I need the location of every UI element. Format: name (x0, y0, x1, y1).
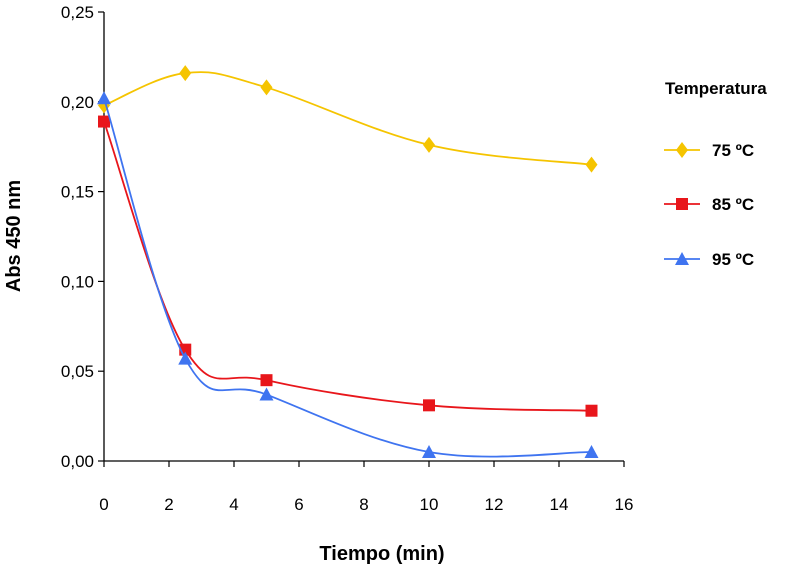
y-tick-label: 0,00 (61, 452, 94, 471)
series-1 (98, 115, 598, 417)
x-tick-label: 14 (550, 495, 569, 514)
series-line (103, 97, 592, 458)
data-point (423, 399, 435, 412)
y-axis: 0,00 0,05 0,10 0,15 0,20 0,25 (61, 3, 105, 471)
y-tick-label: 0,15 (61, 183, 94, 202)
legend-label: 75 ºC (712, 141, 754, 160)
y-tick-label: 0,25 (61, 3, 94, 22)
legend-item: 85 ºC (664, 195, 754, 214)
y-tick-label: 0,05 (61, 362, 94, 381)
legend-items: 75 ºC 85 ºC 95 ºC (664, 141, 754, 269)
data-point (585, 156, 598, 173)
legend-label: 85 ºC (712, 195, 754, 214)
legend-item: 95 ºC (664, 250, 754, 269)
x-axis: 0 2 4 6 8 10 12 14 16 (99, 460, 633, 514)
x-tick-label: 10 (420, 495, 439, 514)
data-point (179, 65, 192, 82)
data-point (178, 351, 193, 365)
data-point (260, 374, 273, 387)
series-line (103, 71, 592, 166)
y-tick-label: 0,20 (61, 93, 94, 112)
x-axis-title: Tiempo (min) (319, 543, 444, 565)
series-layer (97, 65, 599, 459)
data-point (97, 91, 111, 105)
x-tick-label: 8 (359, 495, 368, 514)
data-point (422, 445, 436, 459)
x-tick-label: 0 (99, 495, 108, 514)
x-tick-label: 4 (229, 495, 238, 514)
legend-marker (676, 198, 688, 210)
series-0 (98, 65, 598, 173)
data-point (259, 387, 274, 401)
data-point (585, 404, 598, 417)
series-line (103, 121, 592, 412)
x-tick-label: 2 (164, 495, 173, 514)
y-ticks: 0,00 0,05 0,10 0,15 0,20 0,25 (61, 3, 104, 471)
data-point (98, 115, 110, 128)
y-tick-label: 0,10 (61, 272, 94, 291)
data-point (260, 79, 273, 96)
legend-item: 75 ºC (664, 141, 754, 160)
y-axis-title: Abs 450 nm (3, 180, 25, 292)
x-tick-label: 16 (615, 495, 634, 514)
data-point (423, 136, 435, 153)
series-2 (97, 91, 599, 459)
legend: Temperatura 75 ºC 85 ºC 95 ºC (664, 79, 767, 269)
legend-marker (675, 252, 689, 265)
legend-label: 95 ºC (712, 250, 754, 269)
x-tick-label: 12 (485, 495, 504, 514)
x-tick-label: 6 (294, 495, 303, 514)
x-ticks: 0 2 4 6 8 10 12 14 16 (99, 461, 633, 514)
legend-marker (676, 142, 688, 158)
legend-title: Temperatura (665, 79, 767, 98)
data-point (584, 445, 599, 459)
